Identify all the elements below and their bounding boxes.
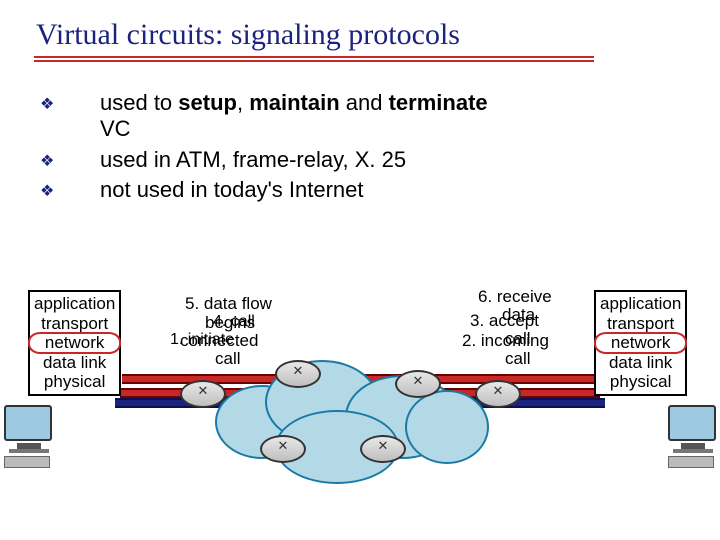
layer-stack-left: application transport network data link … (28, 290, 121, 396)
layer-row: application (34, 294, 115, 314)
router-icon (260, 435, 306, 463)
bullet-text: used to setup, maintain and terminate VC (100, 90, 660, 143)
host-right-icon (668, 405, 718, 468)
step-1-label-b: call (215, 350, 241, 368)
layer-row: application (600, 294, 681, 314)
bullet-icon: ❖ (40, 90, 100, 114)
step-2-label-b: call (505, 350, 531, 368)
bullet-list: ❖ used to setup, maintain and terminate … (40, 90, 660, 208)
step-6-label: 6. receive (478, 288, 552, 306)
layer-row-network: network (34, 333, 115, 353)
layer-stack-right: application transport network data link … (594, 290, 687, 396)
layer-row: data link (34, 353, 115, 373)
bullet-text: used in ATM, frame-relay, X. 25 (100, 147, 660, 173)
step-3-label: 3. accept (470, 312, 539, 330)
step-2-label: 2. incoming (462, 332, 549, 350)
diagram-stage: application transport network data link … (0, 270, 720, 540)
layer-row: transport (600, 314, 681, 334)
network-cloud (215, 355, 485, 475)
bullet-item: ❖ used to setup, maintain and terminate … (40, 90, 660, 143)
host-left-icon (4, 405, 54, 468)
layer-row-network: network (600, 333, 681, 353)
router-icon (475, 380, 521, 408)
router-icon (180, 380, 226, 408)
bullet-text: not used in today's Internet (100, 177, 660, 203)
router-icon (360, 435, 406, 463)
step-4-label: 4. call (213, 314, 255, 331)
bullet-item: ❖ used in ATM, frame-relay, X. 25 (40, 147, 660, 173)
step-1-label: 1. initiate (170, 332, 234, 349)
router-icon (275, 360, 321, 388)
bullet-icon: ❖ (40, 177, 100, 201)
layer-row: physical (600, 372, 681, 392)
layer-row: physical (34, 372, 115, 392)
bullet-icon: ❖ (40, 147, 100, 171)
step-5-label: 5. data flow (185, 295, 272, 313)
layer-row: transport (34, 314, 115, 334)
layer-row: data link (600, 353, 681, 373)
router-icon (395, 370, 441, 398)
bullet-item: ❖ not used in today's Internet (40, 177, 660, 203)
title-underline (34, 56, 594, 62)
slide-title: Virtual circuits: signaling protocols (36, 18, 460, 52)
